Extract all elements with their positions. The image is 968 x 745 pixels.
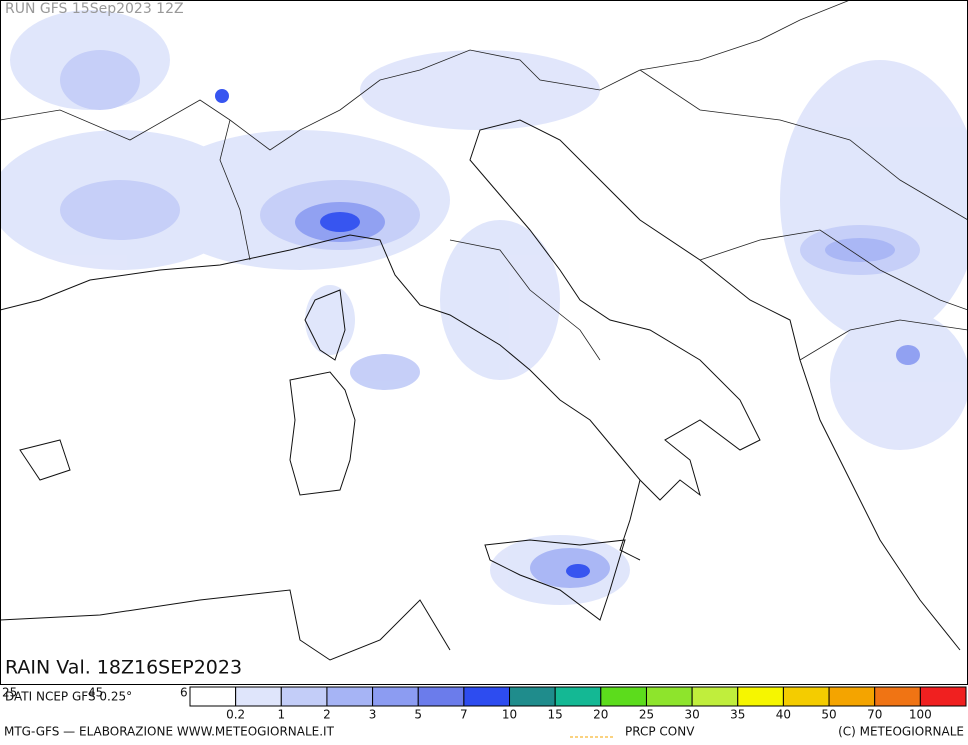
legend-swatch [372,686,419,707]
legend-label: 70 [867,708,882,722]
legend-swatch [782,686,830,707]
legend-label: 1 [277,708,285,722]
legend-label: 30 [684,708,699,722]
footer-left: MTG-GFS — ELABORAZIONE WWW.METEOGIORNALE… [4,725,335,739]
legend-swatch [828,686,876,707]
legend-label: 20 [593,708,608,722]
legend-swatch [326,686,374,707]
legend-label: 3 [369,708,377,722]
legend-label: 15 [548,708,563,722]
legend-swatch [189,686,237,707]
source-label: DATI NCEP GFS 0.25° [5,690,132,704]
legend-swatch [509,686,556,707]
run-label: RUN GFS 15Sep2023 12Z [5,1,184,17]
legend-label: 35 [730,708,745,722]
legend-swatch [737,686,784,707]
borders [0,0,968,361]
footer-right: (C) METEOGIORNALE [838,725,964,739]
axis-label: 25 [2,686,17,700]
footer-middle: PRCP CONV [625,725,695,739]
legend-swatch [235,686,282,707]
legend-label: 100 [909,708,932,722]
legend-label: 0.2 [226,708,245,722]
axis-label: 45 [88,686,103,700]
legend-swatch [919,686,967,707]
legend-label: 50 [821,708,836,722]
legend-label: 5 [414,708,422,722]
legend-label: 10 [502,708,517,722]
legend-swatch [645,686,693,707]
legend-swatch [463,686,511,707]
legend-swatch [554,686,602,707]
legend-swatch [280,686,328,707]
legend-label: 7 [460,708,468,722]
axis-label: 6 [180,686,188,700]
valid-label: RAIN Val. 18Z16SEP2023 [5,657,242,679]
legend: 0.2 1 2 3 5 7 10 15 20 25 30 35 40 50 70 100 [189,686,967,722]
legend-label: 2 [323,708,331,722]
legend-label: 25 [639,708,654,722]
rain-field [0,10,968,605]
coastlines [0,119,961,661]
legend-swatch [600,686,647,707]
legend-swatch [417,686,465,707]
legend-swatch [691,686,739,707]
legend-label: 40 [776,708,791,722]
legend-swatch [874,686,921,707]
